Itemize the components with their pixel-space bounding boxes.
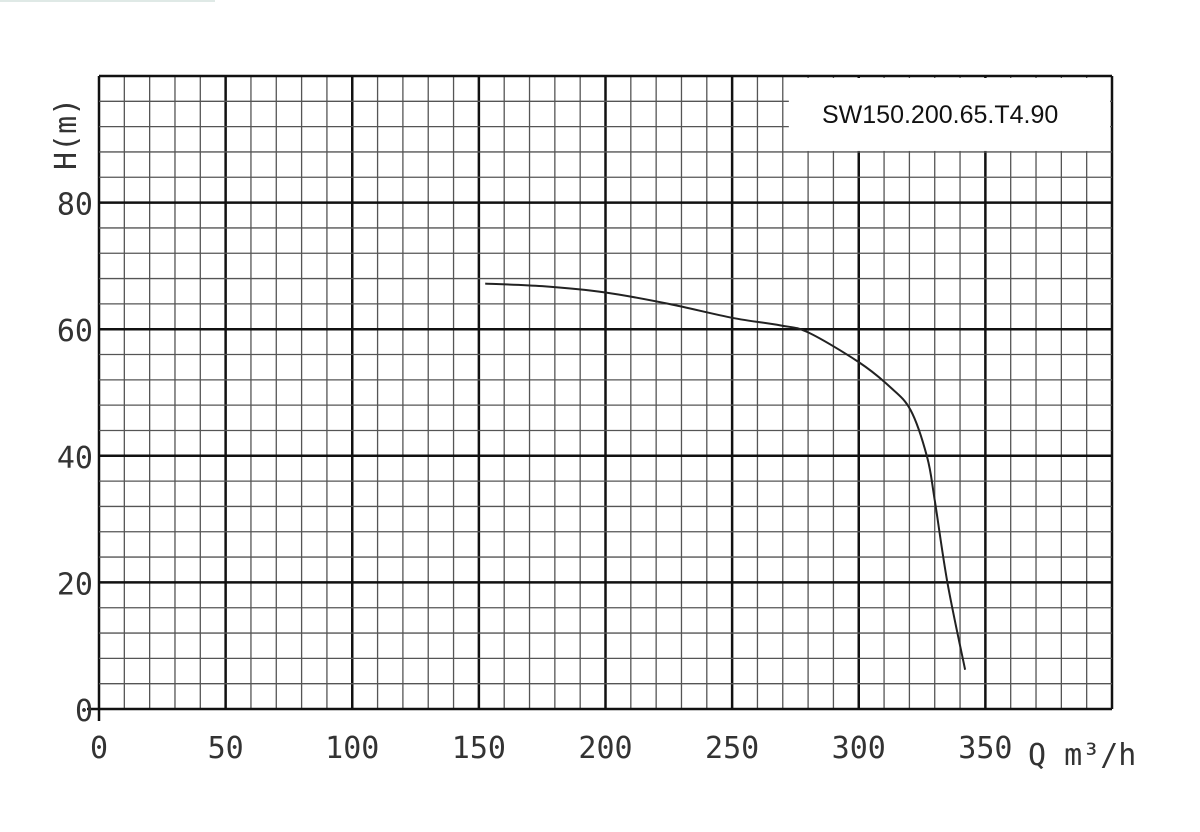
x-tick-label: 350 <box>958 731 1012 766</box>
chart-title: SW150.200.65.T4.90 <box>822 101 1058 129</box>
top-edge-strip <box>0 0 215 2</box>
tick-labels: 0 50 100 150 200 250 300 350 0 20 40 60 80 <box>57 188 1013 766</box>
x-tick-label: 300 <box>832 731 886 766</box>
series-line <box>485 282 967 670</box>
x-tick-label: 100 <box>325 731 379 766</box>
y-tick-label: 40 <box>57 441 93 476</box>
y-axis-label: H(m) <box>49 98 84 170</box>
y-tick-label: 20 <box>57 567 93 602</box>
title-box <box>788 78 1110 151</box>
grid <box>87 74 1114 721</box>
y-tick-label: 80 <box>57 188 93 223</box>
x-tick-label: 250 <box>705 731 759 766</box>
x-tick-label: 0 <box>90 731 108 766</box>
x-tick-label: 50 <box>208 731 244 766</box>
x-tick-label: 200 <box>578 731 632 766</box>
x-axis-label: Q m³/h <box>1028 738 1136 773</box>
x-tick-label: 150 <box>452 731 506 766</box>
y-tick-label: 0 <box>75 694 93 729</box>
y-tick-label: 60 <box>57 314 93 349</box>
